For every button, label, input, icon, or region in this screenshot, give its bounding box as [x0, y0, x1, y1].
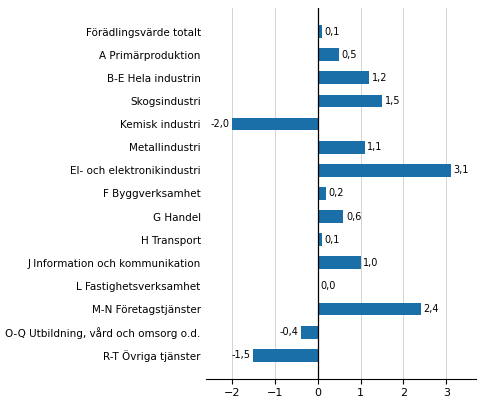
- Bar: [318, 48, 339, 61]
- Text: 1,1: 1,1: [367, 142, 383, 152]
- Bar: [318, 187, 326, 200]
- Text: 1,2: 1,2: [372, 73, 387, 83]
- Text: -0,4: -0,4: [279, 327, 298, 337]
- Bar: [300, 326, 318, 339]
- Text: 1,0: 1,0: [363, 258, 379, 268]
- Text: 2,4: 2,4: [423, 304, 438, 314]
- Text: 1,5: 1,5: [384, 96, 400, 106]
- Bar: [318, 164, 451, 177]
- Bar: [318, 233, 322, 246]
- Text: -2,0: -2,0: [210, 119, 229, 129]
- Bar: [318, 141, 365, 154]
- Text: -1,5: -1,5: [232, 350, 251, 360]
- Text: 0,2: 0,2: [329, 188, 344, 198]
- Bar: [318, 94, 382, 107]
- Bar: [318, 72, 369, 84]
- Text: 0,1: 0,1: [325, 235, 340, 245]
- Bar: [318, 25, 322, 38]
- Bar: [318, 257, 360, 269]
- Text: 0,6: 0,6: [346, 212, 361, 222]
- Bar: [318, 210, 343, 223]
- Bar: [232, 118, 318, 130]
- Text: 0,5: 0,5: [342, 50, 357, 59]
- Bar: [318, 303, 421, 315]
- Bar: [253, 349, 318, 362]
- Text: 3,1: 3,1: [453, 165, 468, 175]
- Text: 0,1: 0,1: [325, 27, 340, 37]
- Text: 0,0: 0,0: [320, 281, 336, 291]
